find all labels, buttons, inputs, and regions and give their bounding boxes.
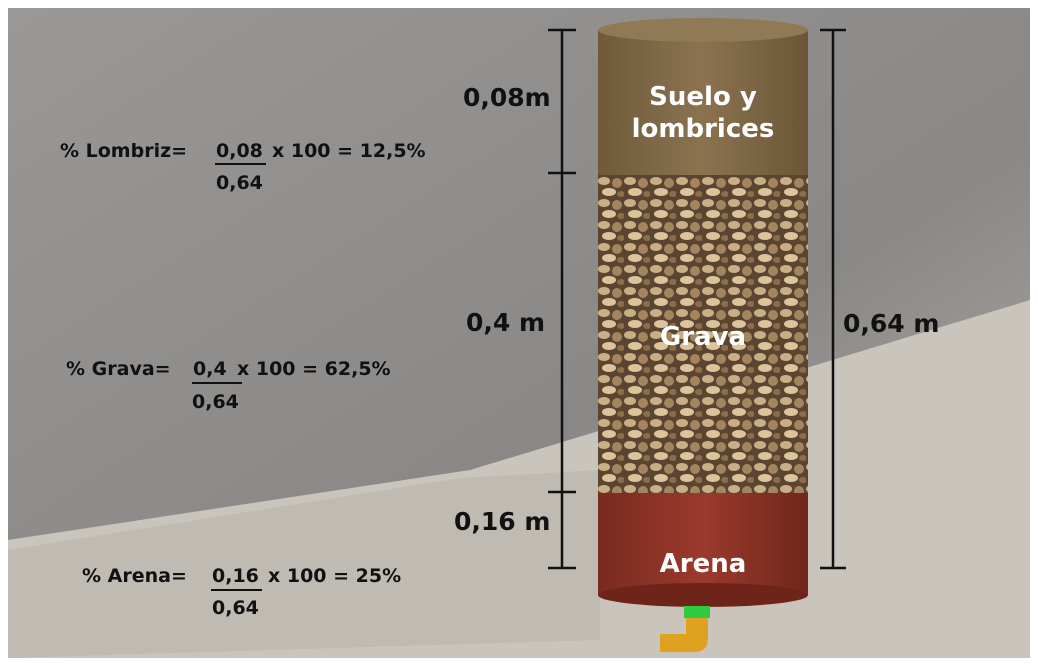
sand-bottom — [598, 583, 808, 607]
denominator: 0,64 — [192, 391, 239, 413]
layer-label: Grava — [660, 322, 746, 352]
formula-prefix: % Lombriz= — [60, 140, 187, 162]
formula-prefix: % Grava= — [66, 358, 171, 380]
formula-rest: x 100 = 25% — [268, 565, 401, 587]
formula-prefix: % Arena= — [82, 565, 187, 587]
diagram: 0,08m 0,4 m 0,16 m 0,64 m Suelo y lombri… — [0, 0, 1038, 666]
soil-top — [598, 18, 808, 42]
height-label: 0,4 m — [466, 308, 545, 337]
numerator: 0,16 — [212, 565, 259, 587]
valve — [684, 606, 710, 618]
layer-label: lombrices — [632, 114, 775, 144]
sand-layer — [598, 493, 808, 595]
height-label: 0,16 m — [454, 507, 550, 536]
height-label: 0,08m — [463, 83, 551, 112]
numerator: 0,08 — [216, 140, 263, 162]
layer-label: Arena — [660, 549, 747, 579]
numerator: 0,4 — [193, 358, 227, 380]
denominator: 0,64 — [216, 172, 263, 194]
total-height: 0,64 m — [843, 309, 939, 338]
formula-rest: x 100 = 62,5% — [237, 358, 391, 380]
denominator: 0,64 — [212, 597, 259, 619]
formula-rest: x 100 = 12,5% — [272, 140, 426, 162]
layer-label: Suelo y — [649, 82, 757, 112]
